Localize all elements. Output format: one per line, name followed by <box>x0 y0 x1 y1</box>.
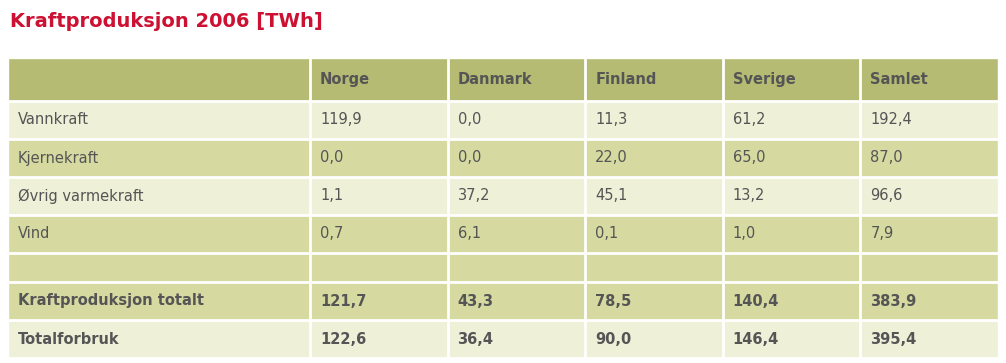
Text: Kjernekraft: Kjernekraft <box>18 151 100 166</box>
Text: 61,2: 61,2 <box>732 113 766 127</box>
Text: Kraftproduksjon 2006 [TWh]: Kraftproduksjon 2006 [TWh] <box>10 12 323 31</box>
Text: Sverige: Sverige <box>732 72 796 87</box>
Text: 13,2: 13,2 <box>732 188 766 204</box>
Bar <box>8 215 998 253</box>
Text: 6,1: 6,1 <box>458 227 481 241</box>
Text: 11,3: 11,3 <box>596 113 628 127</box>
Bar <box>8 253 998 282</box>
Bar <box>8 58 998 101</box>
Text: Vind: Vind <box>18 227 50 241</box>
Bar <box>8 320 998 358</box>
Text: 192,4: 192,4 <box>870 113 912 127</box>
Text: Vannkraft: Vannkraft <box>18 113 89 127</box>
Text: Kraftproduksjon totalt: Kraftproduksjon totalt <box>18 294 204 309</box>
Text: 78,5: 78,5 <box>596 294 632 309</box>
Text: 146,4: 146,4 <box>732 331 779 347</box>
Text: 0,0: 0,0 <box>320 151 343 166</box>
Text: 22,0: 22,0 <box>596 151 628 166</box>
Bar <box>8 177 998 215</box>
Bar <box>8 101 998 139</box>
Text: 1,1: 1,1 <box>320 188 343 204</box>
Text: 395,4: 395,4 <box>870 331 916 347</box>
Text: 0,0: 0,0 <box>458 151 481 166</box>
Bar <box>8 58 998 358</box>
Text: 122,6: 122,6 <box>320 331 366 347</box>
Text: 140,4: 140,4 <box>732 294 780 309</box>
Text: Totalforbruk: Totalforbruk <box>18 331 120 347</box>
Text: 7,9: 7,9 <box>870 227 893 241</box>
Text: 87,0: 87,0 <box>870 151 903 166</box>
Text: Danmark: Danmark <box>458 72 532 87</box>
Text: 0,7: 0,7 <box>320 227 343 241</box>
Text: Norge: Norge <box>320 72 370 87</box>
Text: 0,0: 0,0 <box>458 113 481 127</box>
Text: 45,1: 45,1 <box>596 188 628 204</box>
Text: 36,4: 36,4 <box>458 331 494 347</box>
Text: 96,6: 96,6 <box>870 188 902 204</box>
Text: 90,0: 90,0 <box>596 331 632 347</box>
Bar <box>8 282 998 320</box>
Text: Samlet: Samlet <box>870 72 929 87</box>
Text: 121,7: 121,7 <box>320 294 366 309</box>
Text: 43,3: 43,3 <box>458 294 494 309</box>
Text: 119,9: 119,9 <box>320 113 361 127</box>
Text: Øvrig varmekraft: Øvrig varmekraft <box>18 188 144 204</box>
Text: 383,9: 383,9 <box>870 294 916 309</box>
Text: 1,0: 1,0 <box>732 227 757 241</box>
Text: Finland: Finland <box>596 72 657 87</box>
Text: 37,2: 37,2 <box>458 188 490 204</box>
Text: 0,1: 0,1 <box>596 227 619 241</box>
Text: 65,0: 65,0 <box>732 151 766 166</box>
Bar <box>8 139 998 177</box>
